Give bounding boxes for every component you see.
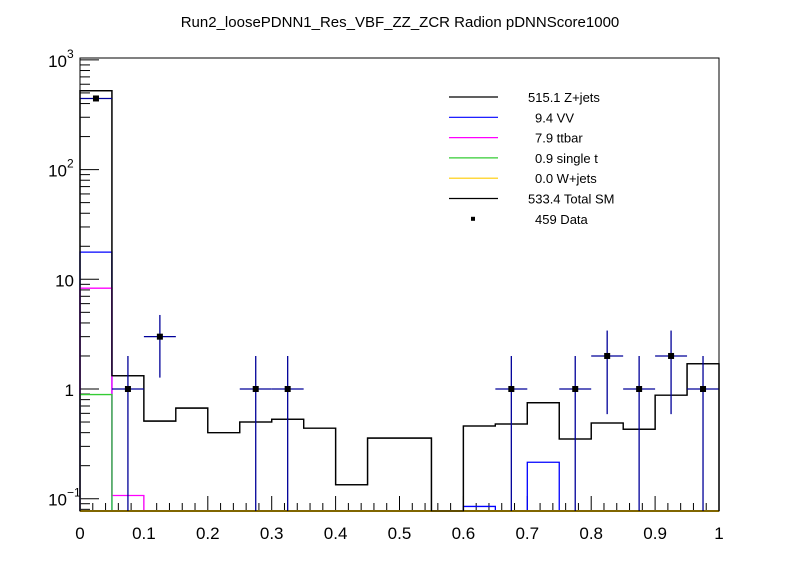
plot-frame [79,57,720,512]
data-point [80,95,112,102]
x-tick-label: 0.4 [324,524,348,543]
y-tick-label-base: 10 [48,491,67,510]
data-point [623,355,656,511]
legend-entry-ttbar: 7.9 ttbar [449,131,583,146]
y-tick-label-base: 10 [48,52,67,71]
x-tick-label: 0.8 [579,524,603,543]
legend-label: 459 Data [535,212,589,227]
data-point [559,355,592,511]
legend-entry-z-jets: 515.1 Z+jets [449,90,600,105]
data-marker [92,95,99,102]
legend-label: 515.1 Z+jets [528,90,600,105]
legend-entry-vv: 9.4 VV [449,110,574,125]
x-tick-label: 0 [75,524,84,543]
data-point [239,355,272,511]
data-point [495,355,528,511]
legend-entry-w-jets: 0.0 W+jets [449,171,597,186]
y-tick-label: 1 [65,381,74,400]
data-point [687,355,719,511]
data-point [111,355,144,511]
data-marker [508,386,515,392]
x-tick-label: 1 [714,524,723,543]
data-marker [284,386,291,392]
x-tick-label: 0.1 [132,524,156,543]
data-point [591,330,624,415]
data-marker [252,386,259,392]
legend-entry-data: 459 Data [471,212,589,227]
y-tick-label-exponent: 2 [67,157,74,171]
data-points [80,95,719,511]
y-tick-label-base: 10 [48,162,67,181]
x-tick-label: 0.6 [452,524,476,543]
data-marker [668,352,675,359]
data-marker [604,352,611,359]
x-axis-labels: 0 0.1 0.2 0.3 0.4 0.5 0.6 0.7 0.8 0.9 1 [75,524,723,543]
legend: 515.1 Z+jets 9.4 VV 7.9 ttbar 0.9 single t 0… [449,90,614,227]
legend-label: 0.0 W+jets [535,171,597,186]
data-marker [156,333,163,340]
data-point [271,355,304,511]
data-marker [700,386,707,392]
x-tick-label: 0.5 [388,524,412,543]
x-tick-label: 0.7 [515,524,539,543]
x-tick-label: 0.2 [196,524,220,543]
data-marker [572,386,579,392]
legend-label: 0.9 single t [535,151,598,166]
hist-total-sm [79,90,720,512]
y-tick-label: 10 [55,271,74,290]
data-point [655,330,688,415]
chart-title: Run2_loosePDNN1_Res_VBF_ZZ_ZCR Radion pD… [181,14,620,31]
legend-label: 533.4 Total SM [528,192,614,207]
data-marker [124,386,131,392]
y-tick-label-exponent: −1 [67,486,81,500]
x-tick-label: 0.9 [643,524,667,543]
legend-label: 9.4 VV [535,110,574,125]
y-tick-label-exponent: 3 [67,47,74,61]
x-tick-label: 0.3 [260,524,284,543]
legend-marker [471,216,475,221]
legend-entry-single-t: 0.9 single t [449,151,598,166]
data-point [143,314,176,378]
data-marker [636,386,643,392]
legend-label: 7.9 ttbar [535,131,583,146]
legend-entry-total-sm: 533.4 Total SM [449,192,614,207]
